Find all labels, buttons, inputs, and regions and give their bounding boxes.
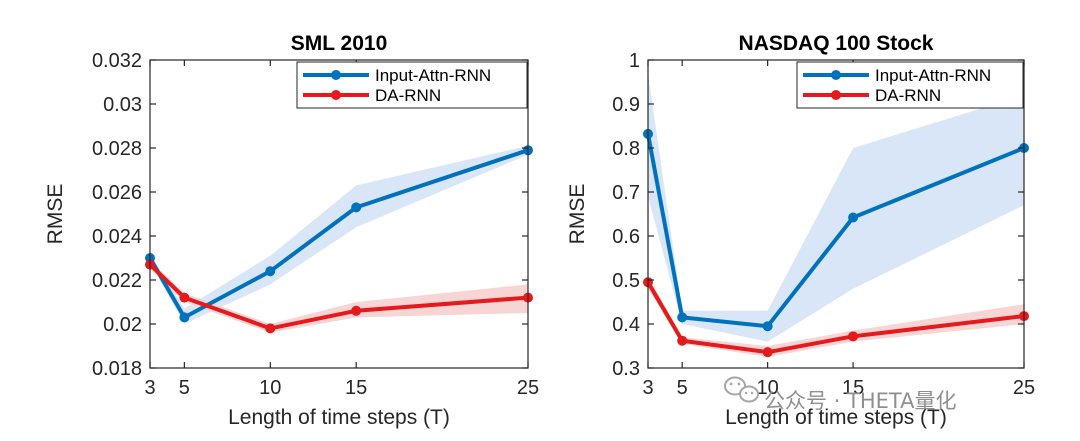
series-point-1-3 <box>848 331 859 342</box>
series-band-0 <box>648 73 1024 342</box>
legend-box <box>296 61 528 109</box>
series-point-1-1 <box>677 335 688 346</box>
legend-label-1: DA-RNN <box>375 86 441 105</box>
x-tick-label-1: 5 <box>179 377 190 399</box>
watermark: 公众号 · THETA量化 <box>724 376 956 413</box>
series-point-0-2 <box>762 321 773 332</box>
y-axis-label: RMSE <box>44 184 67 245</box>
x-axis-label: Length of time steps (T) <box>228 406 450 429</box>
y-tick-label-2: 0.022 <box>92 270 142 292</box>
series-point-0-3 <box>848 212 859 223</box>
y-tick-label-3: 0.024 <box>92 226 142 248</box>
legend-marker-0 <box>831 70 841 80</box>
x-tick-label-3: 15 <box>842 377 864 399</box>
y-tick-label-7: 1 <box>629 50 640 72</box>
series-point-1-2 <box>265 323 276 334</box>
y-tick-label-1: 0.4 <box>612 314 640 336</box>
chart-title: SML 2010 <box>291 32 388 55</box>
series-point-0-2 <box>265 266 276 277</box>
x-tick-label-4: 25 <box>517 377 539 399</box>
y-tick-label-3: 0.6 <box>612 226 640 248</box>
series-point-0-1 <box>179 312 190 323</box>
legend-marker-0 <box>331 70 341 80</box>
x-tick-label-2: 10 <box>259 377 281 399</box>
y-tick-label-0: 0.018 <box>92 358 142 380</box>
x-tick-label-2: 10 <box>757 377 779 399</box>
chart-sml-2010: 0.018 0.02 0.022 0.024 0.026 0.028 0.03 0.032 3 5… <box>44 32 539 429</box>
series-point-0-1 <box>677 312 688 323</box>
x-tick-label-3: 15 <box>345 377 367 399</box>
wechat-icon <box>724 376 759 403</box>
legend-marker-1 <box>331 90 341 100</box>
x-tick-label-0: 3 <box>642 377 653 399</box>
x-tick-label-1: 5 <box>677 377 688 399</box>
series-point-1-2 <box>762 347 773 358</box>
y-axis-label: RMSE <box>566 184 589 245</box>
chart-nasdaq-100: 0.3 0.4 0.5 0.6 0.7 0.8 0.9 1 3 5 10 15 25 NASDAQ 100… <box>566 32 1035 429</box>
legend-marker-1 <box>831 90 841 100</box>
legend-label-1: DA-RNN <box>875 86 941 105</box>
axes-box <box>149 59 529 369</box>
series-band-1 <box>150 260 528 333</box>
y-tick-label-6: 0.9 <box>612 94 640 116</box>
y-tick-label-4: 0.7 <box>612 182 640 204</box>
y-tick-label-4: 0.026 <box>92 182 142 204</box>
series-point-1-1 <box>179 292 190 303</box>
y-tick-label-5: 0.028 <box>92 138 142 160</box>
y-tick-label-0: 0.3 <box>612 358 640 380</box>
y-tick-label-1: 0.02 <box>103 314 142 336</box>
x-axis-label: Length of time steps (T) <box>725 406 947 429</box>
series-point-1-3 <box>351 305 362 316</box>
x-tick-label-4: 25 <box>1013 377 1035 399</box>
y-tick-label-7: 0.032 <box>92 50 142 72</box>
legend-label-0: Input-Attn-RNN <box>875 66 991 85</box>
y-tick-label-6: 0.03 <box>103 94 142 116</box>
chart-title: NASDAQ 100 Stock <box>739 32 934 55</box>
axes-box <box>647 59 1025 369</box>
y-tick-label-5: 0.8 <box>612 138 640 160</box>
watermark-text: 公众号 · THETA量化 <box>764 389 956 413</box>
x-tick-label-0: 3 <box>144 377 155 399</box>
y-tick-label-2: 0.5 <box>612 270 640 292</box>
series-band-0 <box>150 145 528 324</box>
legend-label-0: Input-Attn-RNN <box>375 66 491 85</box>
legend-box <box>796 61 1024 109</box>
series-point-0-3 <box>351 202 362 213</box>
